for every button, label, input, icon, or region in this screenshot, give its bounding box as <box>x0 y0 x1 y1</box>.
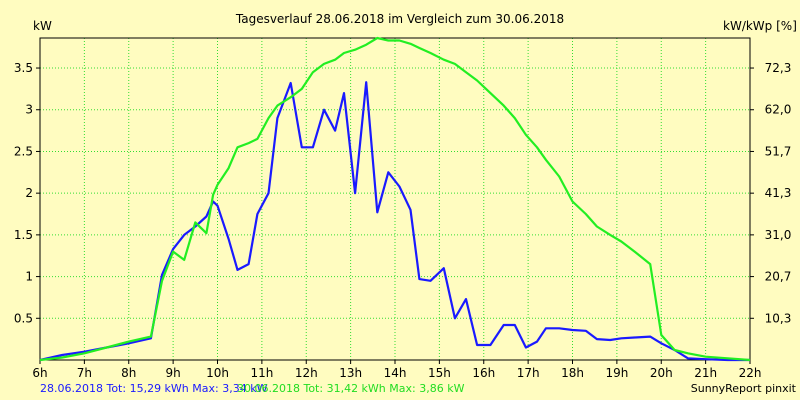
footer-series2: 30.06.2018 Tot: 31,42 kWh Max: 3,86 kW <box>237 382 465 395</box>
y-tick-label-left: 2.5 <box>14 144 33 158</box>
series-line-30.06.2018 <box>39 36 751 362</box>
x-tick-label: 20h <box>650 366 673 380</box>
x-tick-label: 9h <box>166 366 181 380</box>
footer-series1: 28.06.2018 Tot: 15,29 kWh Max: 3,34 kW <box>40 382 268 395</box>
footer-brand: SunnyReport pinxit <box>691 382 797 395</box>
x-tick-label: 8h <box>121 366 136 380</box>
x-tick-label: 10h <box>206 366 229 380</box>
y-axis-left-label: kW <box>33 19 52 33</box>
y-tick-label-left: 3.5 <box>14 61 33 75</box>
y-tick-label-left: 1.5 <box>14 228 33 242</box>
grid-layer <box>40 38 750 360</box>
labels-layer: Tagesverlauf 28.06.2018 im Vergleich zum… <box>14 12 797 395</box>
y-tick-label-right: 20,7 <box>765 270 792 284</box>
y-tick-label-left: 2 <box>25 186 33 200</box>
series-layer <box>39 36 751 362</box>
y-tick-label-right: 72,3 <box>765 61 792 75</box>
x-tick-label: 19h <box>605 366 628 380</box>
x-tick-label: 7h <box>77 366 92 380</box>
x-tick-label: 22h <box>739 366 762 380</box>
y-tick-label-right: 10,3 <box>765 311 792 325</box>
x-tick-label: 17h <box>517 366 540 380</box>
axes-layer <box>36 37 754 364</box>
x-tick-label: 15h <box>428 366 451 380</box>
x-tick-label: 18h <box>561 366 584 380</box>
y-tick-label-left: 3 <box>25 103 33 117</box>
y-tick-label-left: 0.5 <box>14 311 33 325</box>
x-tick-label: 11h <box>250 366 273 380</box>
x-tick-label: 21h <box>694 366 717 380</box>
y-tick-label-right: 31,0 <box>765 228 792 242</box>
x-tick-label: 12h <box>295 366 318 380</box>
y-tick-label-right: 41,3 <box>765 186 792 200</box>
y-tick-label-left: 1 <box>25 270 33 284</box>
chart-title: Tagesverlauf 28.06.2018 im Vergleich zum… <box>235 12 564 26</box>
y-tick-label-right: 62,0 <box>765 103 792 117</box>
x-tick-label: 14h <box>384 366 407 380</box>
x-tick-label: 16h <box>472 366 495 380</box>
y-axis-right-label: kW/kWp [%] <box>723 19 797 33</box>
series-line-28.06.2018 <box>39 81 750 362</box>
x-tick-label: 6h <box>32 366 47 380</box>
y-tick-label-right: 51,7 <box>765 144 792 158</box>
x-tick-label: 13h <box>339 366 362 380</box>
